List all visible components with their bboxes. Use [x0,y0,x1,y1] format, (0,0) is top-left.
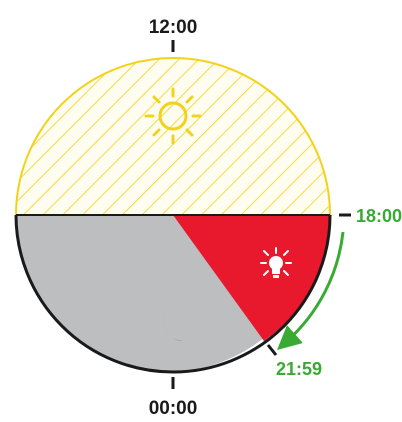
night-sector [16,215,265,372]
light-on-sector [173,215,330,341]
label-midnight: 00:00 [149,398,198,419]
lights-on-duration-arrow [277,231,345,350]
light-bulb-icon [260,247,292,278]
label-lights-off: 21:59 [276,359,322,379]
night-outline [14,214,332,374]
tick-lights-off [266,344,278,356]
label-noon: 12:00 [149,17,198,38]
label-evening: 18:00 [356,206,402,226]
sun-icon [144,87,202,145]
